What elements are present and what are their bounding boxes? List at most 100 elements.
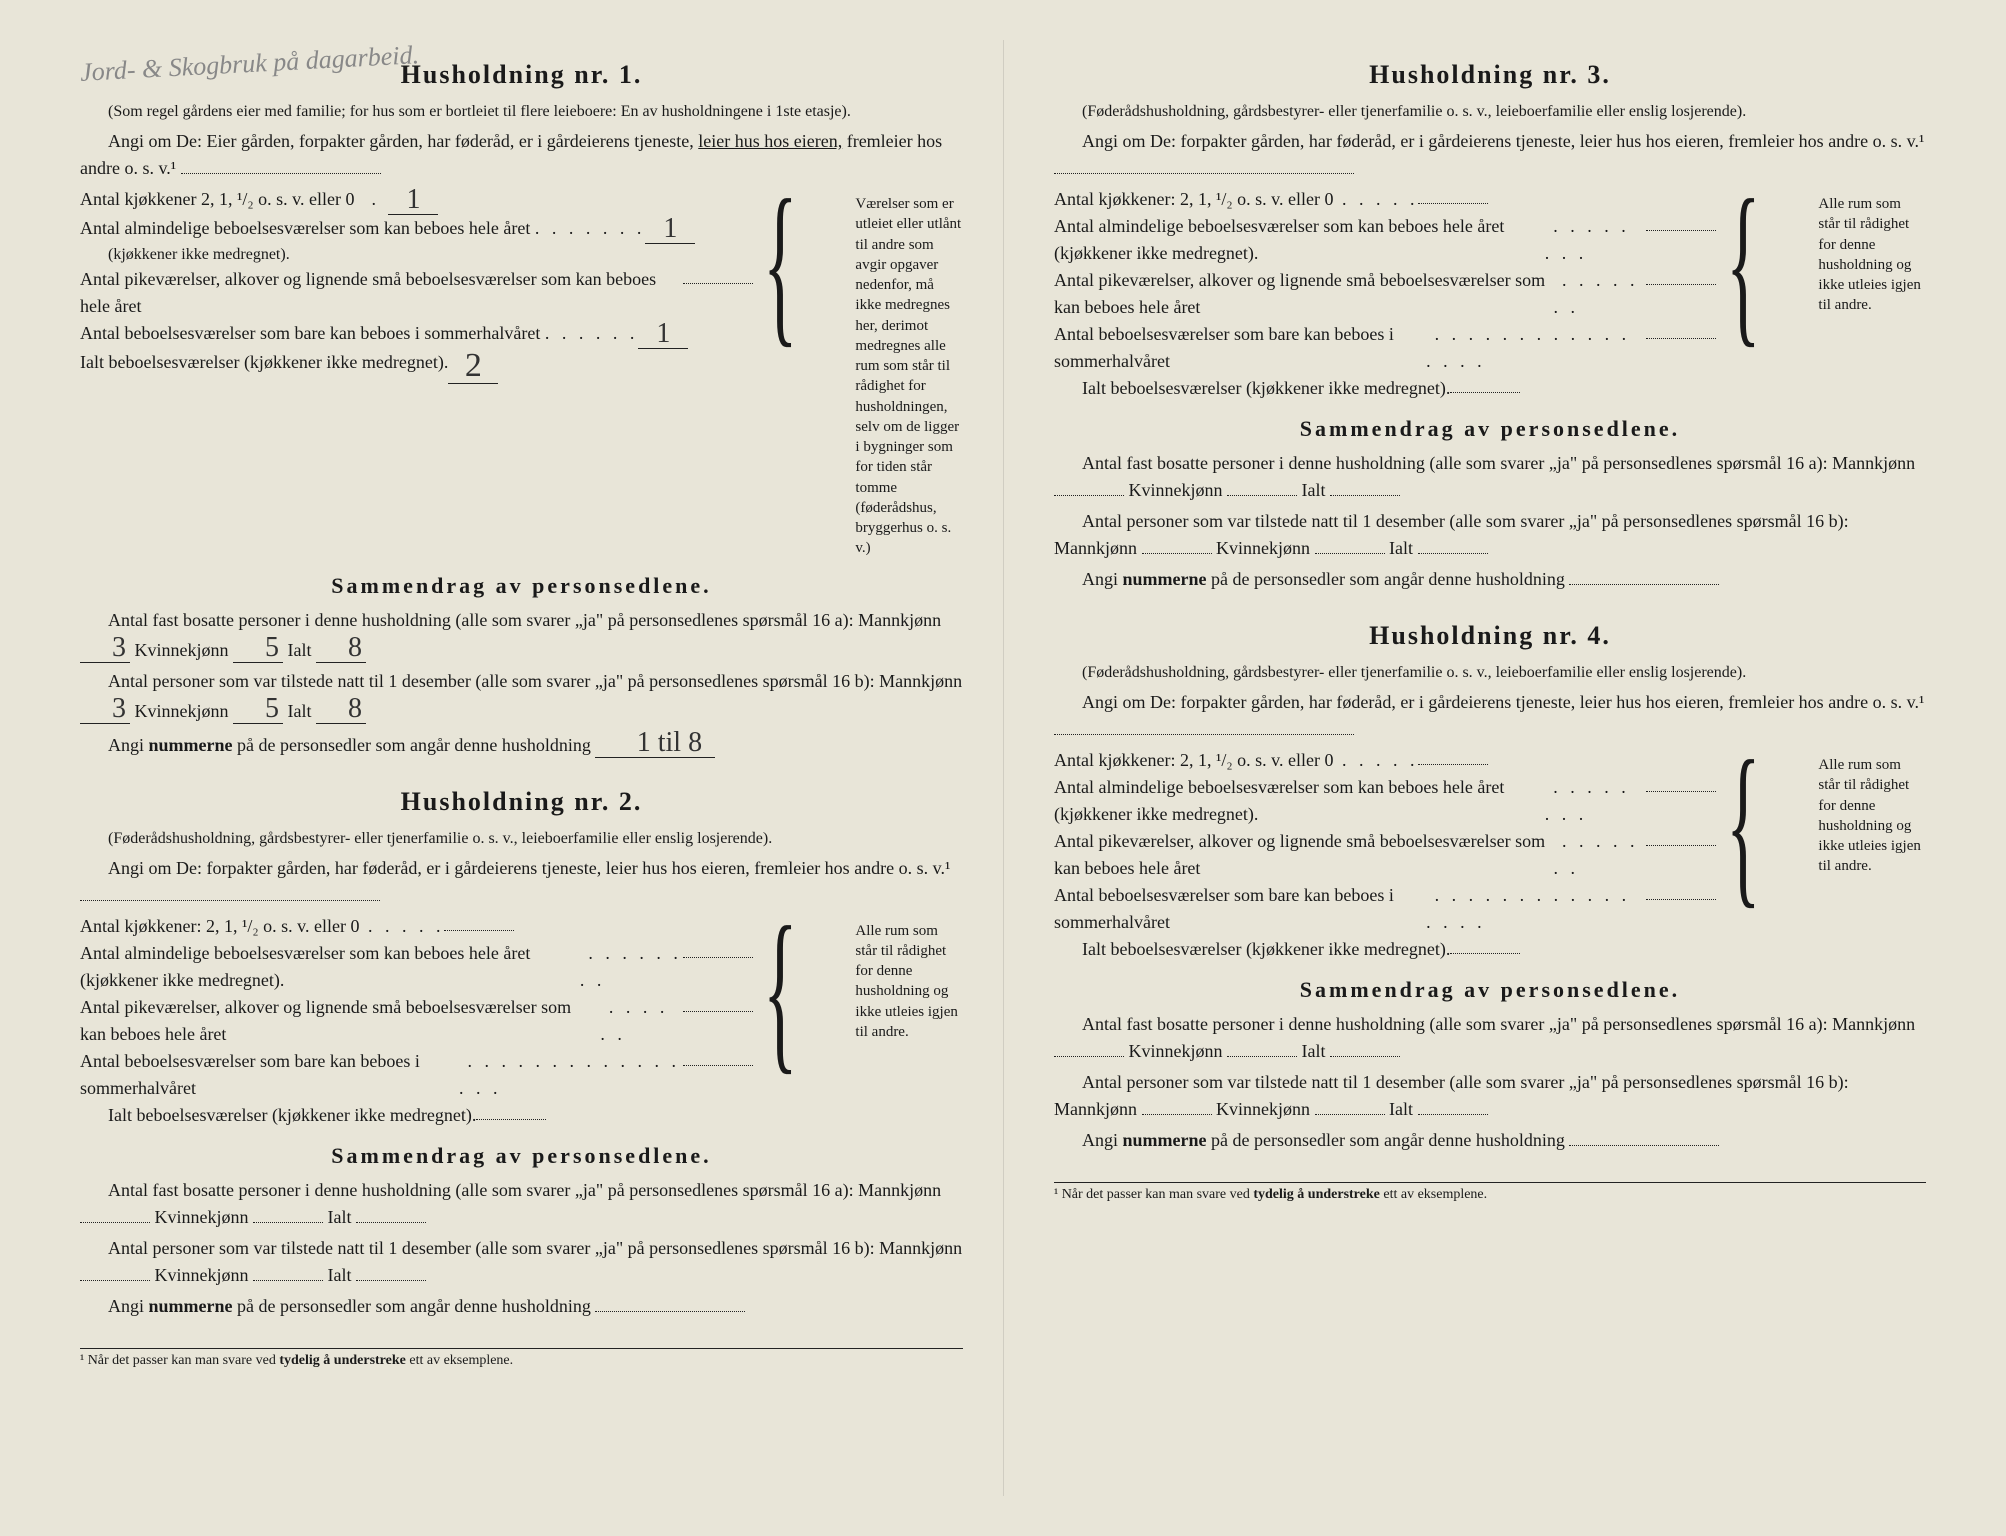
- val-kitchens-h3[interactable]: [1418, 186, 1488, 204]
- val-rooms-h2[interactable]: [683, 940, 753, 958]
- s1-k[interactable]: 5: [233, 634, 283, 663]
- s1-text-h3: Antal fast bosatte personer i denne hush…: [1082, 453, 1915, 473]
- angi-blank-h3[interactable]: [1054, 156, 1354, 174]
- s2-i-h3[interactable]: [1418, 536, 1488, 554]
- dots: .: [354, 186, 388, 213]
- angi-h4: Angi om De: forpakter gården, har føderå…: [1054, 689, 1926, 743]
- s2-m[interactable]: 3: [80, 695, 130, 724]
- s1-i-h2[interactable]: [356, 1205, 426, 1223]
- val-kitchens[interactable]: 1: [388, 186, 438, 215]
- s2-k-label-h4: Kvinnekjønn: [1216, 1099, 1310, 1119]
- rooms-note: (kjøkkener ikke medregnet).: [80, 244, 753, 266]
- summary-16b-h2: Antal personer som var tilstede natt til…: [80, 1235, 963, 1289]
- brace-note-h2: { Alle rum som står til rådighet for den…: [763, 913, 963, 1129]
- s1-m-h3[interactable]: [1054, 478, 1124, 496]
- row-rooms: Antal almindelige beboelsesværelser som …: [80, 215, 753, 244]
- s1-k-h3[interactable]: [1227, 478, 1297, 496]
- s1-i-h4[interactable]: [1330, 1039, 1400, 1057]
- s1-i-label-h2: Ialt: [328, 1207, 352, 1227]
- row-summer: Antal beboelsesværelser som bare kan beb…: [80, 320, 753, 349]
- angi-blank[interactable]: [181, 156, 381, 174]
- section-h1: Husholdning nr. 1. (Som regel gårdens ei…: [80, 60, 963, 759]
- row-maidrooms: Antal pikeværelser, alkover og lignende …: [80, 266, 753, 320]
- s2-text-h2: Antal personer som var tilstede natt til…: [108, 1238, 962, 1258]
- angi-h1: Angi om De: Eier gården, forpakter gårde…: [80, 128, 963, 182]
- val-kitchens-h4[interactable]: [1418, 747, 1488, 765]
- label-maidrooms-h3: Antal pikeværelser, alkover og lignende …: [1054, 267, 1553, 321]
- section-h4: Husholdning nr. 4. (Føderådshusholdning,…: [1054, 621, 1926, 1154]
- s1-k-h4[interactable]: [1227, 1039, 1297, 1057]
- val-summer[interactable]: 1: [638, 320, 688, 349]
- s2-k-h3[interactable]: [1315, 536, 1385, 554]
- s1-m-h2[interactable]: [80, 1205, 150, 1223]
- brace-text: Værelser som er utleiet eller utlånt til…: [855, 186, 963, 559]
- numline-h1: Angi nummerne på de personsedler som ang…: [80, 729, 963, 759]
- s2-k-label-h2: Kvinnekjønn: [155, 1265, 249, 1285]
- val-kitchens-h2[interactable]: [444, 913, 514, 931]
- val-rooms-h3[interactable]: [1646, 213, 1716, 231]
- row-total: Ialt beboelsesværelser (kjøkkener ikke m…: [80, 349, 753, 384]
- label-kitchens: Antal kjøkkener 2, 1, ¹/₂ o. s. v. eller…: [80, 186, 354, 213]
- val-summer-h2[interactable]: [683, 1048, 753, 1066]
- s2-m-h3[interactable]: [1142, 536, 1212, 554]
- row-kitchens-h2: Antal kjøkkener: 2, 1, ¹/₂ o. s. v. elle…: [80, 913, 753, 940]
- subheading-h1: Sammendrag av personsedlene.: [80, 573, 963, 599]
- numline-label-h4: Angi nummerne på de personsedler som ang…: [1082, 1130, 1565, 1150]
- val-total-h3[interactable]: [1450, 375, 1520, 393]
- right-page: Husholdning nr. 3. (Føderådshusholdning,…: [1003, 40, 1956, 1496]
- val-total[interactable]: 2: [448, 349, 498, 384]
- s1-k-h2[interactable]: [253, 1205, 323, 1223]
- s2-m-h2[interactable]: [80, 1263, 150, 1281]
- s2-i[interactable]: 8: [316, 695, 366, 724]
- s1-m[interactable]: 3: [80, 634, 130, 663]
- val-maidrooms-h2[interactable]: [683, 994, 753, 1012]
- val-maidrooms-h3[interactable]: [1646, 267, 1716, 285]
- s1-k-label-h4: Kvinnekjønn: [1129, 1041, 1223, 1061]
- summary-16b-h3: Antal personer som var tilstede natt til…: [1054, 508, 1926, 562]
- val-summer-h3[interactable]: [1646, 321, 1716, 339]
- s2-k[interactable]: 5: [233, 695, 283, 724]
- val-maidrooms[interactable]: [683, 266, 753, 284]
- s2-i-h4[interactable]: [1418, 1097, 1488, 1115]
- label-summer-h4: Antal beboelsesværelser som bare kan beb…: [1054, 882, 1426, 936]
- row-summer-h3: Antal beboelsesværelser som bare kan beb…: [1054, 321, 1716, 375]
- s2-i-label-h4: Ialt: [1389, 1099, 1413, 1119]
- label-kitchens-h3: Antal kjøkkener: 2, 1, ¹/₂ o. s. v. elle…: [1054, 186, 1333, 213]
- val-total-h4[interactable]: [1450, 936, 1520, 954]
- val-rooms-h4[interactable]: [1646, 774, 1716, 792]
- label-total-h4: Ialt beboelsesværelser (kjøkkener ikke m…: [1082, 936, 1450, 963]
- val-maidrooms-h4[interactable]: [1646, 828, 1716, 846]
- s2-i-label-h3: Ialt: [1389, 538, 1413, 558]
- s1-m-h4[interactable]: [1054, 1039, 1124, 1057]
- numline-val-h3[interactable]: [1569, 567, 1719, 585]
- val-summer-h4[interactable]: [1646, 882, 1716, 900]
- s2-i-h2[interactable]: [356, 1263, 426, 1281]
- angi-blank-h2[interactable]: [80, 883, 380, 901]
- s2-k-h4[interactable]: [1315, 1097, 1385, 1115]
- heading-h4: Husholdning nr. 4.: [1054, 621, 1926, 651]
- val-total-h2[interactable]: [476, 1102, 546, 1120]
- row-kitchens-h4: Antal kjøkkener: 2, 1, ¹/₂ o. s. v. elle…: [1054, 747, 1716, 774]
- summary-16a-h3: Antal fast bosatte personer i denne hush…: [1054, 450, 1926, 504]
- row-summer-h4: Antal beboelsesværelser som bare kan beb…: [1054, 882, 1716, 936]
- s1-i-h3[interactable]: [1330, 478, 1400, 496]
- s2-k-h2[interactable]: [253, 1263, 323, 1281]
- val-rooms[interactable]: 1: [645, 215, 695, 244]
- brace-icon: {: [763, 913, 798, 1129]
- numline-val-h4[interactable]: [1569, 1128, 1719, 1146]
- rows-h2: Antal kjøkkener: 2, 1, ¹/₂ o. s. v. elle…: [80, 913, 963, 1129]
- subheading-h4: Sammendrag av personsedlene.: [1054, 977, 1926, 1003]
- s2-m-h4[interactable]: [1142, 1097, 1212, 1115]
- angi-blank-h4[interactable]: [1054, 717, 1354, 735]
- numline-val-h2[interactable]: [595, 1294, 745, 1312]
- s1-i[interactable]: 8: [316, 634, 366, 663]
- row-total-h4: Ialt beboelsesværelser (kjøkkener ikke m…: [1054, 936, 1716, 963]
- numline-label-h3: Angi nummerne på de personsedler som ang…: [1082, 569, 1565, 589]
- s1-text-h4: Antal fast bosatte personer i denne hush…: [1082, 1014, 1915, 1034]
- section-h2: Husholdning nr. 2. (Føderådshusholdning,…: [80, 787, 963, 1320]
- brace-icon: {: [1726, 186, 1761, 402]
- label-total-h3: Ialt beboelsesværelser (kjøkkener ikke m…: [1082, 375, 1450, 402]
- angi-h3: Angi om De: forpakter gården, har føderå…: [1054, 128, 1926, 182]
- brace-icon: {: [763, 186, 798, 559]
- numline-val[interactable]: 1 til 8: [595, 729, 715, 758]
